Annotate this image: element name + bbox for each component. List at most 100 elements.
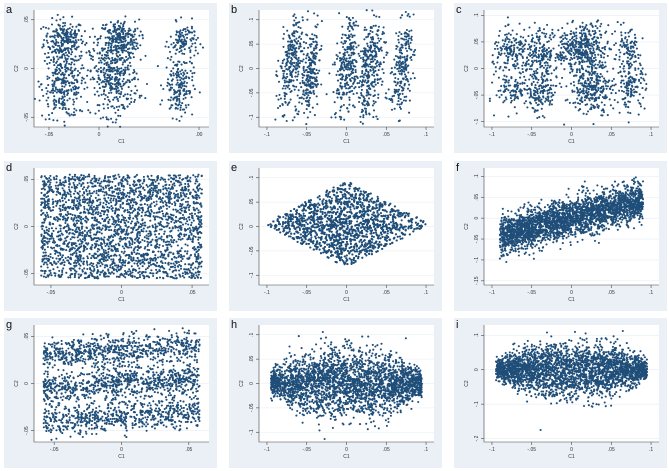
- point: [539, 90, 542, 93]
- point: [370, 65, 373, 68]
- point: [627, 72, 630, 75]
- point: [602, 80, 605, 83]
- point: [587, 56, 590, 59]
- point: [64, 106, 67, 110]
- point: [99, 222, 102, 225]
- point: [548, 66, 551, 69]
- point: [580, 29, 583, 32]
- point: [356, 76, 359, 80]
- point: [365, 68, 368, 71]
- point: [340, 116, 343, 119]
- point: [109, 73, 112, 77]
- point: [575, 27, 578, 30]
- y-tick-label: .05: [24, 16, 30, 23]
- point: [302, 89, 305, 92]
- point: [192, 66, 195, 69]
- point: [123, 70, 127, 73]
- point: [70, 53, 73, 56]
- point: [107, 68, 110, 71]
- point: [295, 42, 299, 45]
- point: [554, 56, 557, 59]
- point: [376, 74, 379, 77]
- point: [588, 71, 591, 75]
- point: [547, 83, 550, 87]
- point: [505, 75, 508, 78]
- point: [336, 96, 339, 99]
- point: [172, 88, 176, 92]
- point: [66, 33, 69, 36]
- point: [56, 219, 59, 223]
- point: [590, 84, 593, 87]
- axes: [258, 10, 434, 128]
- point: [575, 74, 578, 77]
- point: [175, 96, 178, 99]
- point: [515, 112, 518, 115]
- point: [570, 30, 573, 33]
- point: [297, 26, 300, 29]
- point: [194, 42, 197, 45]
- point: [359, 79, 362, 83]
- point: [188, 234, 191, 237]
- point: [580, 38, 583, 41]
- point: [69, 33, 72, 36]
- y-tick-label: 0: [249, 67, 255, 70]
- point: [491, 61, 494, 64]
- point: [53, 89, 57, 93]
- point: [385, 51, 388, 54]
- point: [197, 248, 200, 251]
- point: [110, 48, 113, 51]
- point: [116, 66, 119, 69]
- point: [80, 42, 84, 45]
- point: [335, 92, 338, 95]
- point: [136, 262, 139, 265]
- point: [364, 111, 367, 114]
- point: [72, 88, 75, 91]
- point: [174, 38, 178, 41]
- point: [516, 46, 519, 49]
- point: [521, 71, 525, 74]
- point: [364, 47, 367, 50]
- point: [507, 89, 510, 92]
- point: [292, 23, 295, 26]
- point: [395, 47, 398, 50]
- point: [113, 59, 116, 62]
- point: [177, 60, 180, 63]
- point: [84, 215, 87, 218]
- point: [515, 91, 518, 94]
- point: [315, 85, 318, 88]
- point: [102, 80, 105, 83]
- points: [274, 9, 417, 126]
- point: [620, 31, 623, 34]
- point: [533, 86, 537, 89]
- point: [184, 33, 187, 36]
- point: [349, 44, 352, 47]
- point: [169, 58, 172, 61]
- point: [529, 88, 532, 92]
- point: [135, 38, 138, 41]
- point: [365, 113, 368, 116]
- point: [114, 38, 117, 41]
- point: [45, 34, 48, 37]
- point: [170, 70, 173, 73]
- point: [585, 24, 588, 27]
- point: [60, 81, 63, 84]
- point: [311, 77, 314, 80]
- point: [503, 52, 506, 55]
- point: [499, 46, 502, 49]
- point: [66, 80, 69, 83]
- point: [281, 62, 284, 65]
- point: [382, 61, 385, 64]
- point: [339, 78, 342, 81]
- point: [112, 49, 115, 52]
- point: [492, 114, 496, 117]
- point: [398, 49, 401, 52]
- point: [110, 32, 113, 35]
- point: [145, 82, 149, 86]
- point: [348, 98, 351, 101]
- axes: [483, 10, 659, 128]
- point: [200, 219, 203, 222]
- point: [65, 47, 68, 50]
- point: [569, 32, 572, 35]
